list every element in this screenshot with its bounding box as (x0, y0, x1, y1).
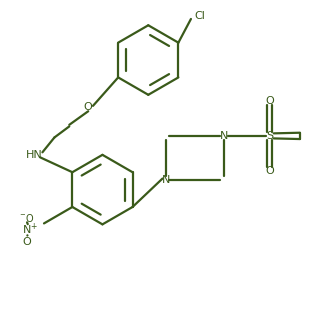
Text: O: O (266, 96, 274, 106)
Text: S: S (266, 131, 274, 141)
Text: O: O (22, 237, 31, 247)
Text: O: O (266, 166, 274, 176)
Text: $^{-}$O: $^{-}$O (19, 212, 34, 224)
Text: N: N (220, 131, 228, 141)
Text: O: O (84, 102, 93, 112)
Text: Cl: Cl (194, 11, 205, 21)
Text: N$^{+}$: N$^{+}$ (22, 222, 38, 237)
Text: N: N (162, 175, 170, 185)
Text: HN: HN (26, 150, 43, 160)
